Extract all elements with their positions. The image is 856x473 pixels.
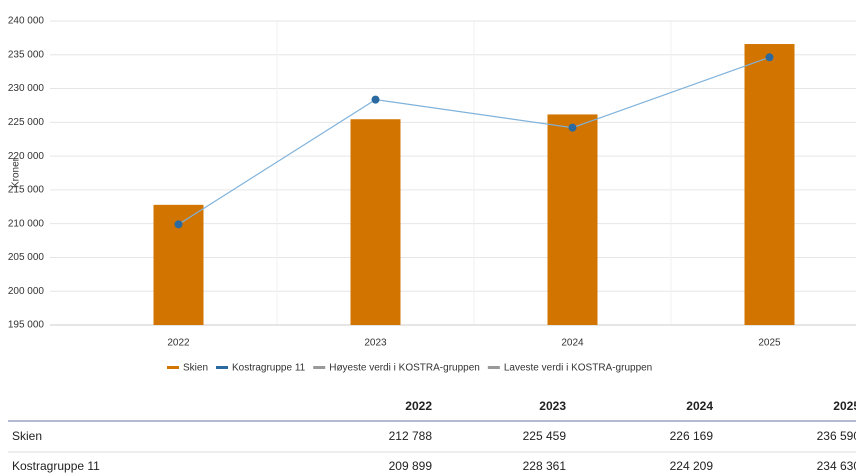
y-tick-label: 215 000 xyxy=(8,185,45,196)
y-tick-label: 225 000 xyxy=(8,117,45,128)
legend-label: Høyeste verdi i KOSTRA-gruppen xyxy=(329,363,480,374)
table-cell: 224 209 xyxy=(670,459,714,473)
y-tick-label: 200 000 xyxy=(8,286,45,297)
x-tick-label: 2023 xyxy=(364,338,387,349)
table-cell: 226 169 xyxy=(670,429,714,443)
table-cell: 212 788 xyxy=(389,429,433,443)
y-tick-label: 235 000 xyxy=(8,49,45,60)
table-header: 2022 xyxy=(405,399,432,413)
legend: Skien Kostragruppe 11 Høyeste verdi i KOST… xyxy=(167,363,652,374)
table-cell: 209 899 xyxy=(389,459,433,473)
legend-swatch xyxy=(487,366,500,369)
y-tick-label: 205 000 xyxy=(8,252,45,263)
table-cell: 228 361 xyxy=(523,459,567,473)
row-label: Kostragruppe 11 xyxy=(12,459,100,473)
line-marker xyxy=(371,95,380,104)
bar xyxy=(350,119,401,325)
x-tick-label: 2022 xyxy=(167,338,190,349)
line-marker xyxy=(568,123,577,132)
y-tick-label: 230 000 xyxy=(8,83,45,94)
table-cell: 234 630 xyxy=(817,459,856,473)
table: 2022 2023 2024 2025 Skien 212 788 225 459 226 1… xyxy=(8,399,856,473)
y-tick-label: 195 000 xyxy=(8,320,45,331)
y-tick-label: 240 000 xyxy=(8,16,45,27)
bar xyxy=(744,44,795,326)
x-tick-label: 2024 xyxy=(561,338,584,349)
table-header: 2023 xyxy=(539,399,566,413)
table-cell: 236 590 xyxy=(817,429,856,443)
line-marker xyxy=(765,53,774,62)
table-cell: 225 459 xyxy=(523,429,567,443)
legend-label: Skien xyxy=(183,363,208,374)
table-header: 2024 xyxy=(686,399,713,413)
y-tick-label: 210 000 xyxy=(8,218,45,229)
line-marker xyxy=(174,220,183,229)
y-axis-label: Kroner xyxy=(11,157,22,188)
legend-swatch xyxy=(167,366,179,369)
legend-label: Laveste verdi i KOSTRA-gruppen xyxy=(504,363,652,374)
legend-label: Kostragruppe 11 xyxy=(232,363,306,374)
legend-swatch xyxy=(313,366,326,369)
bar xyxy=(547,114,598,325)
x-tick-label: 2025 xyxy=(758,338,781,349)
table-header: 2025 xyxy=(833,399,856,413)
y-tick-label: 220 000 xyxy=(8,151,45,162)
legend-swatch xyxy=(216,366,229,369)
line xyxy=(178,56,770,225)
row-label: Skien xyxy=(12,429,42,443)
